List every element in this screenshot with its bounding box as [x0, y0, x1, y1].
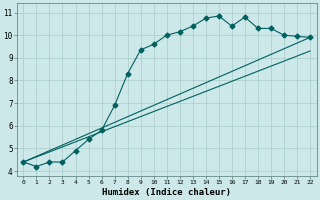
X-axis label: Humidex (Indice chaleur): Humidex (Indice chaleur) — [102, 188, 231, 197]
